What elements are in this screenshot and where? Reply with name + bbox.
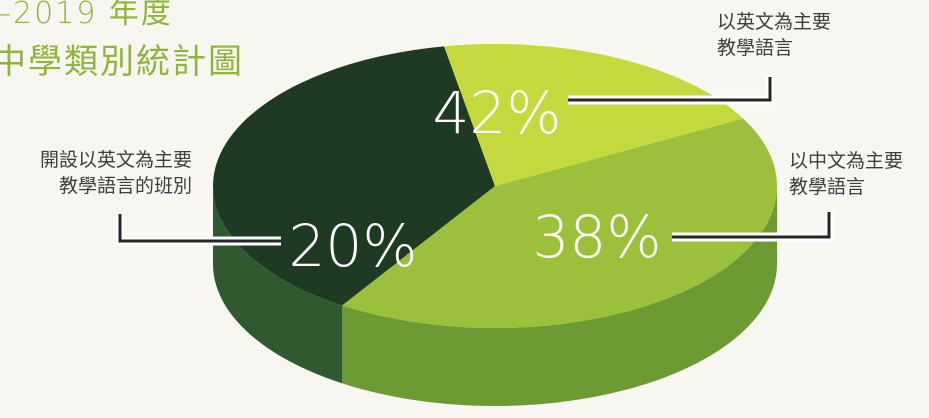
percent-labels: 42% 38% 20%	[289, 79, 662, 280]
slice-label-classes-line-2: 教學語言的班別	[58, 175, 192, 197]
percent-label-english: 42%	[433, 79, 562, 147]
pie-slice-classes	[444, 44, 744, 187]
chart-title-line-1: –2019 年度	[0, 0, 173, 31]
slice-label-classes: 開設以英文為主要 教學語言的班別	[40, 147, 192, 199]
slice-label-classes-line-1: 開設以英文為主要	[39, 149, 192, 171]
leader-line-classes-inner	[118, 214, 281, 243]
pie-top-face	[213, 44, 777, 328]
pie-slice-chinese	[213, 46, 495, 306]
slice-label-chinese-line-1: 以中文為主要	[789, 150, 904, 172]
chart-title-line-2: 中學類別統計圖	[0, 42, 244, 82]
slice-label-english-line-2: 教學語言	[717, 37, 794, 59]
slice-label-chinese: 以中文為主要 教學語言	[789, 148, 903, 200]
slice-label-chinese-line-2: 教學語言	[789, 176, 866, 198]
pie-side-wall	[213, 186, 777, 406]
pie-side-english	[342, 186, 777, 406]
pie-side-chinese	[213, 186, 343, 384]
leader-line-english-inner	[568, 77, 772, 102]
slice-label-english: 以英文為主要 教學語言	[717, 9, 831, 61]
leader-line-chinese-inner	[672, 212, 831, 239]
leader-lines	[115, 77, 834, 246]
slice-label-english-line-1: 以英文為主要	[717, 11, 832, 33]
percent-label-chinese: 38%	[533, 203, 662, 271]
pie-slice-english	[342, 118, 777, 328]
percent-label-classes: 20%	[289, 212, 418, 280]
